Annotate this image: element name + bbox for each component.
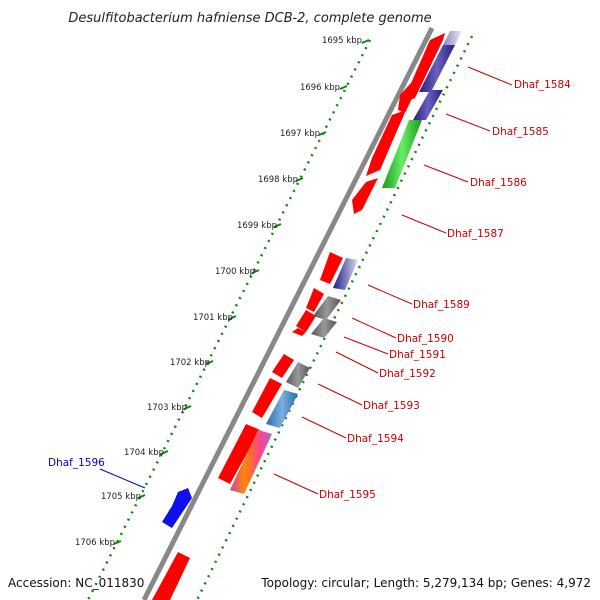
tick-mark [137, 494, 146, 499]
accession-text: Accession: NC_011830 [8, 576, 144, 590]
topology-text: Topology: circular; Length: 5,279,134 bp… [260, 576, 591, 590]
gene-bar-1590[interactable] [313, 296, 341, 320]
tick-label: 1700 kbp [215, 267, 255, 277]
reverse-genes [162, 31, 462, 528]
forward-genes [152, 33, 445, 600]
tick-mark [205, 360, 214, 365]
gene-bar-1593[interactable] [286, 362, 310, 388]
gene-bar-1584[interactable] [419, 45, 455, 92]
tick-label: 1698 kbp [258, 175, 298, 185]
tick-track-right [195, 35, 474, 600]
gene-label[interactable]: Dhaf_1596 [48, 457, 105, 469]
tick-label: 1696 kbp [300, 83, 340, 93]
tick-mark [160, 450, 169, 455]
gene-label[interactable]: Dhaf_1592 [379, 368, 436, 380]
gene-arrow[interactable] [252, 378, 282, 418]
tick-mark [251, 269, 260, 274]
tick-mark [113, 540, 122, 545]
gene-label[interactable]: Dhaf_1593 [363, 400, 420, 412]
gene-arrow[interactable] [152, 552, 190, 600]
gene-arrow[interactable] [296, 310, 316, 332]
gene-label[interactable]: Dhaf_1594 [347, 433, 404, 445]
kbp-ticks: 1695 kbp 1696 kbp 1697 kbp 1698 kbp 1699… [75, 36, 370, 548]
gene-label[interactable]: Dhaf_1585 [492, 126, 549, 138]
gene-bar-1586[interactable] [382, 120, 422, 188]
gene-label[interactable]: Dhaf_1584 [514, 79, 571, 91]
tick-mark [228, 315, 237, 320]
gene-label[interactable]: Dhaf_1587 [447, 228, 504, 240]
callout-line [273, 473, 319, 495]
tick-label: 1703 kbp [147, 403, 187, 413]
gene-arrow[interactable] [320, 252, 343, 284]
callout-line [467, 66, 513, 86]
callout-line [367, 284, 413, 305]
callout-line [423, 164, 469, 183]
callout-line [99, 468, 146, 489]
gene-bar-1589[interactable] [333, 258, 358, 290]
gene-arrow[interactable] [218, 424, 260, 484]
tick-label: 1695 kbp [322, 36, 362, 46]
callout-line [401, 214, 447, 234]
tick-label: 1704 kbp [124, 448, 164, 458]
gene-arrow[interactable] [292, 328, 306, 336]
gene-labels: Dhaf_1584 Dhaf_1585 Dhaf_1586 Dhaf_1587 … [48, 79, 571, 501]
callout-line [343, 336, 389, 355]
tick-label: 1699 kbp [237, 221, 277, 231]
tick-mark [339, 85, 348, 90]
gene-label[interactable]: Dhaf_1586 [470, 177, 527, 189]
gene-label[interactable]: Dhaf_1590 [397, 333, 454, 345]
tick-mark [295, 177, 304, 182]
tick-label: 1701 kbp [193, 313, 233, 323]
callout-line [445, 113, 491, 132]
map-title: Desulfitobacterium hafniense DCB-2, comp… [68, 11, 431, 26]
tick-label: 1702 kbp [170, 358, 210, 368]
tick-label: 1705 kbp [101, 492, 141, 502]
gene-bar-1591[interactable] [311, 318, 337, 338]
gene-arrow[interactable] [272, 354, 294, 378]
tick-label: 1706 kbp [75, 538, 115, 548]
gene-bar-1596[interactable] [162, 488, 192, 528]
gene-label[interactable]: Dhaf_1589 [413, 299, 470, 311]
tick-label: 1697 kbp [280, 129, 320, 139]
gene-bar-1595[interactable] [230, 430, 272, 494]
gene-bar-top[interactable] [443, 31, 462, 45]
gene-label[interactable]: Dhaf_1591 [389, 349, 446, 361]
genome-backbone [141, 26, 435, 600]
gene-arrow[interactable] [306, 288, 324, 312]
gene-arrow[interactable] [366, 110, 406, 176]
callout-lines [99, 66, 513, 495]
tick-mark [318, 131, 327, 136]
tick-mark [361, 39, 370, 44]
tick-mark [183, 405, 192, 410]
gene-bar-1585[interactable] [413, 90, 443, 120]
callout-line [317, 383, 363, 406]
callout-line [335, 351, 379, 374]
callout-line [301, 416, 347, 439]
tick-mark [273, 223, 282, 228]
gene-arrow[interactable] [352, 178, 378, 214]
gene-label[interactable]: Dhaf_1595 [319, 489, 376, 501]
gene-bar-1594[interactable] [266, 390, 298, 428]
gene-arrow[interactable] [398, 78, 422, 113]
callout-line [351, 317, 397, 339]
